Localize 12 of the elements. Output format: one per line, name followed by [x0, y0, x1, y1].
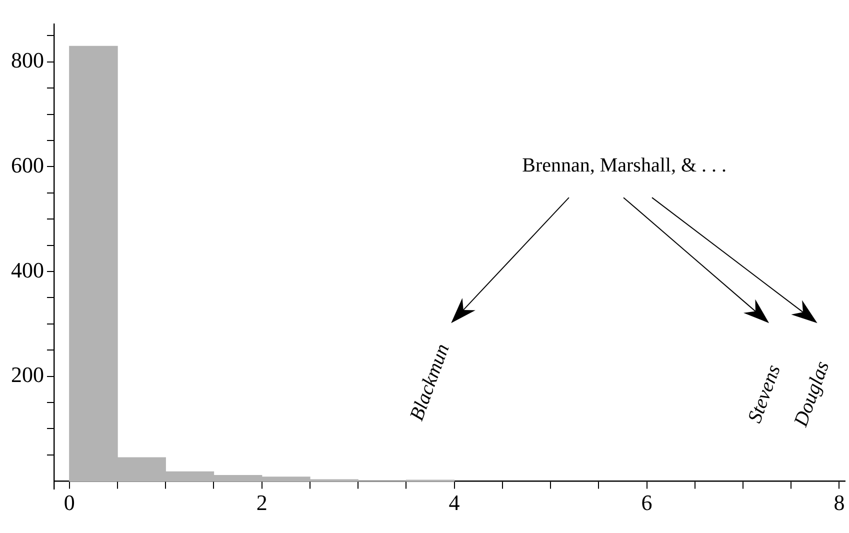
y-tick-label: 200: [11, 362, 44, 388]
x-tick-label: 8: [834, 490, 845, 516]
y-tick-label: 600: [11, 152, 44, 178]
annotation: Brennan, Marshall, & . . .: [522, 154, 727, 177]
annotation: Stevens: [744, 362, 786, 426]
x-tick-label: 0: [64, 490, 75, 516]
x-tick-label: 6: [641, 490, 652, 516]
y-tick-label: 800: [11, 48, 44, 73]
x-tick-label: 2: [256, 490, 268, 516]
y-tick-label: 400: [11, 257, 44, 282]
annotation: Douglas: [790, 358, 834, 430]
x-tick-label: 4: [448, 490, 460, 516]
